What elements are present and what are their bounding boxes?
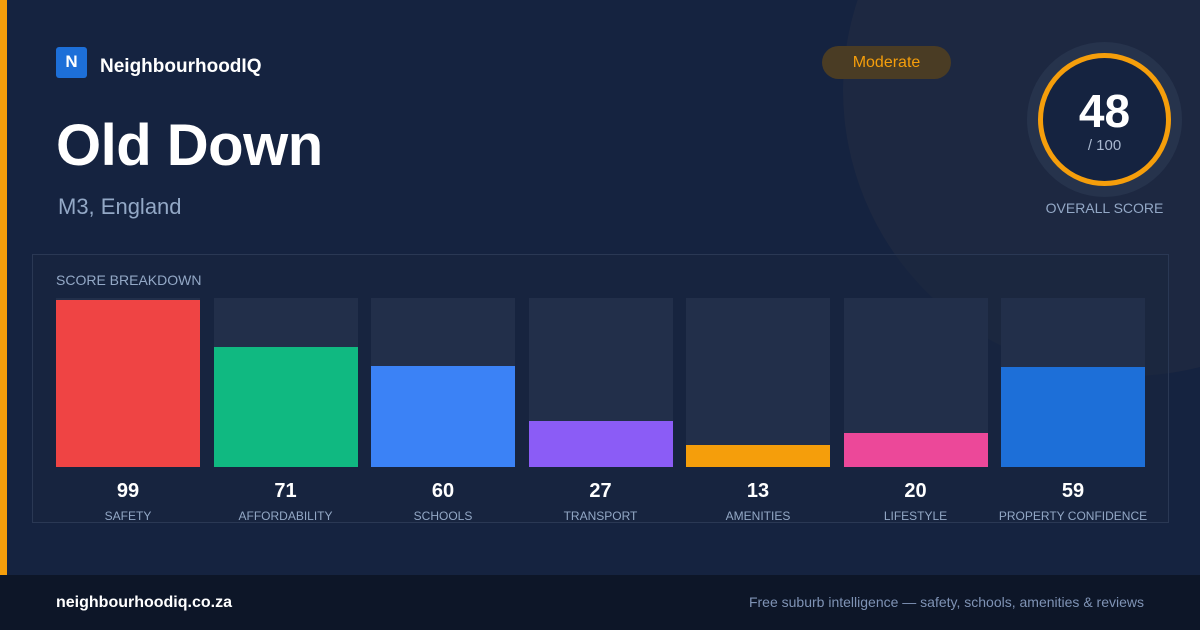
bar-column: 99 SAFETY [56, 298, 200, 523]
bar [371, 365, 515, 467]
bar [843, 433, 988, 467]
bar-track [1001, 298, 1145, 467]
brand-logo-icon: N [56, 46, 87, 78]
panel-title: SCORE BREAKDOWN [56, 272, 202, 288]
score-breakdown-panel: SCORE BREAKDOWN 99 SAFETY 71 AFFORDABILITY 6… [32, 254, 1169, 523]
overall-score-max: / 100 [1087, 137, 1122, 154]
bar [213, 347, 358, 467]
bar-chart: 99 SAFETY 71 AFFORDABILITY 60 SCHOOLS 27 TRANSP… [56, 298, 1147, 523]
bar-value-label: 13 [746, 480, 770, 502]
footer-url: neighbourhoodiq.co.za [56, 594, 232, 611]
bar-track [213, 298, 358, 467]
location-subtitle: M3, England [58, 194, 182, 219]
footer-tagline: Free suburb intelligence — safety, schoo… [748, 594, 1144, 610]
bar-column: 59 PROPERTY CONFIDENCE [999, 298, 1147, 523]
bar-column: 71 AFFORDABILITY [213, 298, 358, 523]
bar-track [843, 298, 988, 467]
bar-category-label: SCHOOLS [413, 509, 473, 523]
score-ring: 48 / 100 [1038, 53, 1171, 186]
bar-column: 60 SCHOOLS [371, 298, 515, 523]
bar-track [528, 298, 673, 467]
page-title: Old Down [56, 113, 323, 178]
bar-column: 27 TRANSPORT [528, 298, 673, 523]
bar-track [371, 298, 515, 467]
bar-category-label: AFFORDABILITY [238, 509, 333, 523]
overall-score-caption: OVERALL SCORE [1045, 200, 1164, 216]
bar-column: 13 AMENITIES [686, 298, 830, 523]
accent-bar [0, 0, 7, 575]
bar-value-label: 99 [116, 480, 140, 502]
bar [686, 445, 830, 467]
bar-value-label: 27 [589, 480, 612, 502]
bar-value-label: 60 [431, 480, 455, 502]
bar-category-label: LIFESTYLE [883, 509, 948, 523]
bar [528, 421, 673, 467]
bar-value-label: 20 [904, 480, 927, 502]
brand: N NeighbourhoodIQ [56, 46, 261, 78]
bar-value-label: 59 [1061, 480, 1085, 502]
bar-category-label: TRANSPORT [563, 509, 638, 523]
bar-track [56, 298, 200, 467]
bar-track [686, 298, 830, 467]
footer: neighbourhoodiq.co.za Free suburb intell… [0, 575, 1200, 630]
bar [1001, 367, 1145, 467]
bar-value-label: 71 [274, 480, 297, 502]
brand-name: NeighbourhoodIQ [100, 56, 262, 77]
bar-category-label: AMENITIES [725, 509, 791, 523]
bar [56, 299, 200, 467]
bar-column: 20 LIFESTYLE [843, 298, 988, 523]
bar-category-label: PROPERTY CONFIDENCE [998, 509, 1148, 523]
overall-score-value: 48 [1078, 85, 1131, 137]
bar-category-label: SAFETY [104, 509, 152, 523]
rating-badge: Moderate [822, 46, 951, 79]
overall-score-ring: 48 / 100 [1027, 42, 1182, 197]
